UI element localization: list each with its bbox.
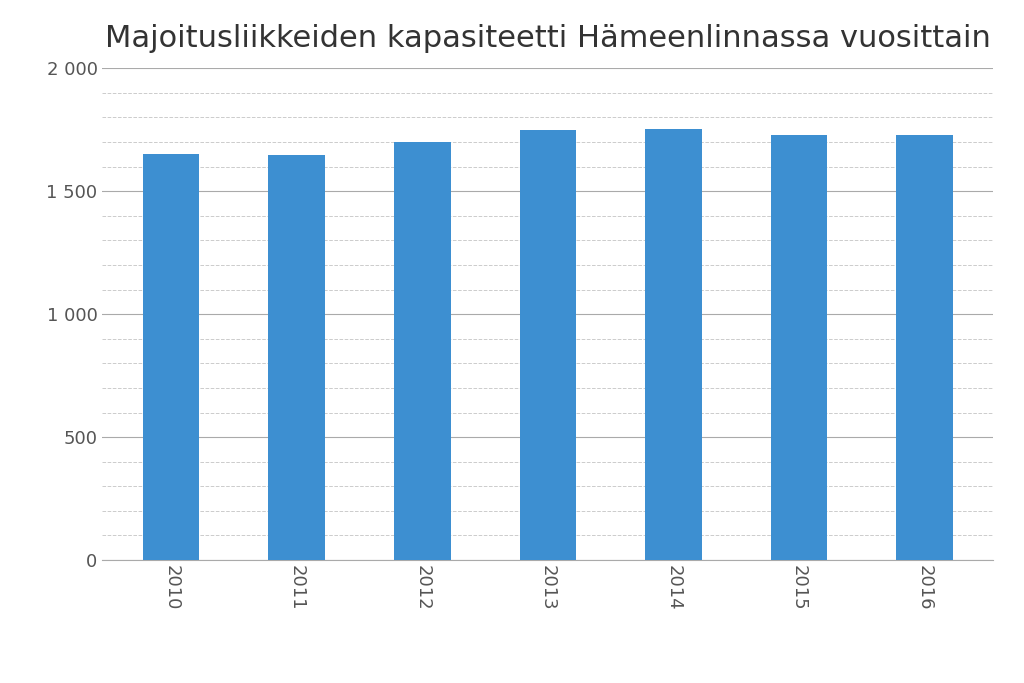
Bar bbox=[771, 135, 827, 560]
Bar bbox=[645, 129, 701, 560]
Bar bbox=[896, 135, 952, 560]
Title: Majoitusliikkeiden kapasiteetti Hämeenlinnassa vuosittain: Majoitusliikkeiden kapasiteetti Hämeenli… bbox=[104, 25, 991, 53]
Bar bbox=[394, 142, 451, 560]
Bar bbox=[143, 154, 200, 560]
Bar bbox=[268, 155, 325, 560]
Bar bbox=[519, 130, 577, 560]
